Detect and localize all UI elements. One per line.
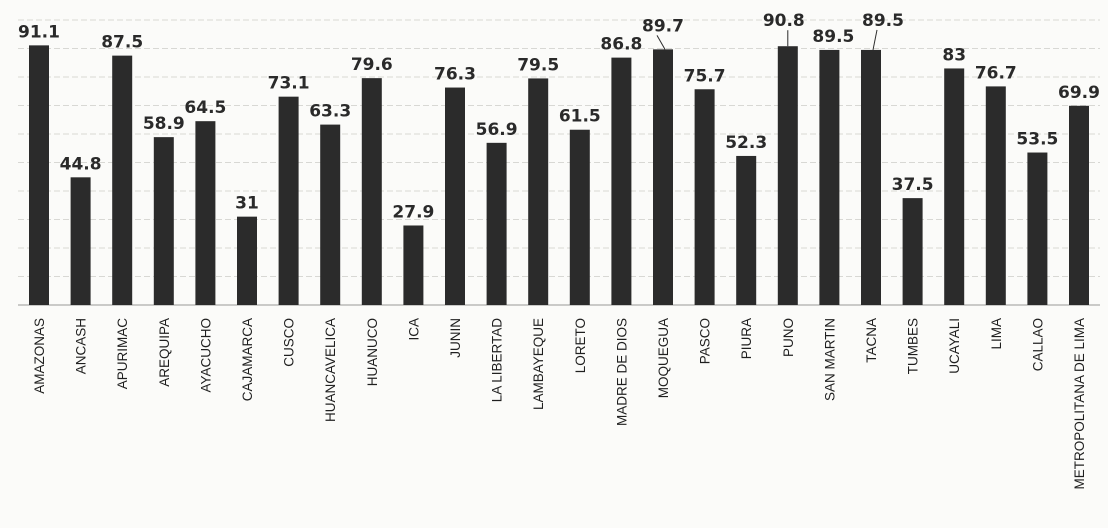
category-label: HUANUCO bbox=[365, 318, 380, 386]
category-label: METROPOLITANA DE LIMA bbox=[1072, 318, 1087, 490]
category-label: MADRE DE DIOS bbox=[614, 318, 629, 426]
bar bbox=[153, 137, 174, 305]
value-label: 27.9 bbox=[392, 202, 434, 222]
value-label: 44.8 bbox=[60, 154, 102, 174]
bar bbox=[361, 78, 382, 305]
bar bbox=[29, 45, 49, 306]
category-label: CALLAO bbox=[1030, 318, 1045, 371]
value-label: 89.7 bbox=[642, 16, 684, 36]
label-leader bbox=[872, 29, 878, 51]
value-label: 79.6 bbox=[351, 55, 393, 75]
label-leader bbox=[656, 35, 666, 50]
bar bbox=[653, 49, 673, 306]
value-label: 83 bbox=[942, 45, 966, 65]
bar bbox=[736, 155, 757, 305]
bar bbox=[195, 121, 216, 305]
category-label: APURIMAC bbox=[115, 318, 130, 390]
category-label: PUNO bbox=[781, 318, 796, 357]
value-label: 87.5 bbox=[101, 33, 143, 53]
bar bbox=[902, 198, 923, 305]
category-label: HUANCAVELICA bbox=[323, 318, 338, 422]
category-label: AMAZONAS bbox=[32, 318, 47, 394]
value-label: 56.9 bbox=[476, 120, 518, 140]
bar bbox=[944, 68, 965, 305]
bar bbox=[1069, 105, 1089, 305]
bar bbox=[569, 129, 590, 305]
bar bbox=[1027, 152, 1048, 305]
value-label: 90.8 bbox=[763, 11, 805, 31]
bar bbox=[819, 49, 840, 305]
value-label: 64.5 bbox=[184, 98, 226, 118]
category-labels: AMAZONAS ANCASH APURIMAC AREQUIPA AYACUCHO CA… bbox=[32, 318, 1087, 490]
bar bbox=[445, 87, 465, 305]
category-label: PASCO bbox=[698, 318, 713, 364]
bars-group bbox=[29, 45, 1089, 306]
bar bbox=[777, 46, 798, 305]
value-label: 37.5 bbox=[892, 175, 934, 195]
value-label: 79.5 bbox=[517, 55, 559, 75]
bar bbox=[694, 89, 715, 305]
label-leaders bbox=[656, 29, 878, 51]
category-label: ICA bbox=[406, 318, 421, 341]
value-label: 91.1 bbox=[18, 22, 60, 42]
category-label: TUMBES bbox=[906, 318, 921, 374]
category-label: JUNIN bbox=[448, 318, 463, 358]
value-label: 31 bbox=[235, 194, 259, 214]
value-label: 75.7 bbox=[684, 66, 726, 86]
bar bbox=[528, 78, 549, 305]
value-label: 86.8 bbox=[600, 35, 642, 55]
category-label: AYACUCHO bbox=[198, 318, 213, 393]
bar bbox=[861, 49, 881, 305]
category-label: CUSCO bbox=[282, 318, 297, 367]
category-label: PIURA bbox=[739, 318, 754, 359]
value-label: 53.5 bbox=[1016, 130, 1058, 150]
category-label: LORETO bbox=[573, 318, 588, 373]
category-label: LAMBAYEQUE bbox=[531, 318, 546, 410]
bar bbox=[278, 96, 299, 305]
bar bbox=[403, 225, 424, 305]
value-label: 73.1 bbox=[268, 74, 310, 94]
category-label: AREQUIPA bbox=[157, 318, 172, 387]
category-label: CAJAMARCA bbox=[240, 318, 255, 401]
value-label: 76.3 bbox=[434, 65, 476, 85]
category-label: LA LIBERTAD bbox=[490, 318, 505, 403]
category-label: LIMA bbox=[989, 318, 1004, 350]
value-labels: 91.1 44.8 87.5 58.964.5 31 73.1 63.3 79.6 27.9 76… bbox=[18, 11, 1100, 223]
bar bbox=[611, 57, 632, 306]
bar bbox=[237, 216, 257, 305]
category-label: UCAYALI bbox=[947, 318, 962, 374]
value-label: 63.3 bbox=[309, 102, 351, 122]
value-label: 89.5 bbox=[812, 27, 854, 47]
bar bbox=[985, 86, 1006, 305]
category-label: SAN MARTIN bbox=[822, 318, 837, 401]
bar bbox=[70, 177, 91, 305]
bar bbox=[112, 55, 133, 305]
value-label: 69.9 bbox=[1058, 83, 1100, 103]
category-label: TACNA bbox=[864, 318, 879, 363]
value-label: 76.7 bbox=[975, 63, 1017, 83]
bar bbox=[486, 142, 507, 305]
value-label: 61.5 bbox=[559, 107, 601, 127]
category-label: ANCASH bbox=[74, 318, 89, 374]
value-label: 89.5 bbox=[862, 11, 904, 31]
value-label: 58.9 bbox=[143, 114, 185, 134]
bar bbox=[320, 124, 341, 305]
value-label: 52.3 bbox=[725, 133, 767, 153]
category-label: MOQUEGUA bbox=[656, 318, 671, 398]
